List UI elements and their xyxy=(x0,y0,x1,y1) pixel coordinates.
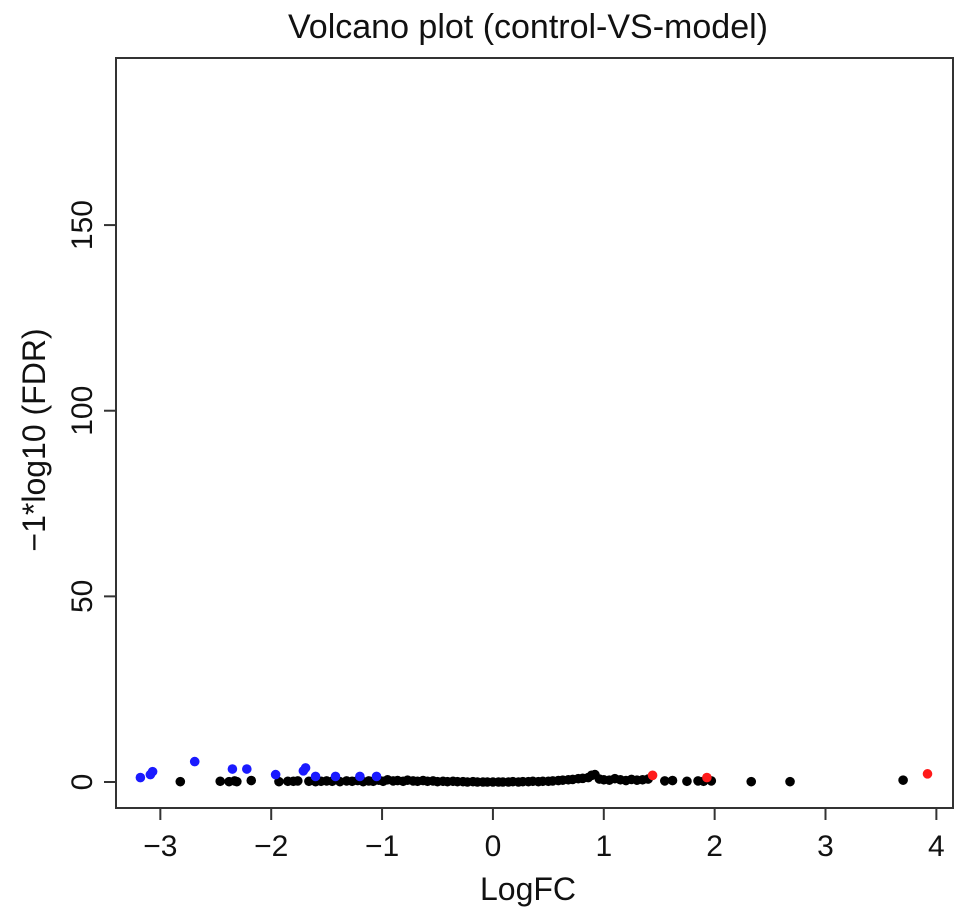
data-point-ns xyxy=(746,776,757,787)
plot-frame xyxy=(115,57,954,809)
y-axis: 0 50 100 150 xyxy=(66,200,116,790)
chart-title: Volcano plot (control-VS-model) xyxy=(288,8,768,46)
data-point-ns xyxy=(785,776,795,787)
data-point-down xyxy=(147,766,158,777)
data-point-up xyxy=(922,769,933,779)
data-point-up xyxy=(702,772,712,783)
data-point-down xyxy=(330,771,341,782)
x-tick-label: 2 xyxy=(706,830,723,863)
data-point-down xyxy=(189,756,200,767)
data-point-down xyxy=(300,763,311,773)
data-point-down xyxy=(242,764,252,774)
x-tick-label: 1 xyxy=(595,830,612,863)
data-point-down xyxy=(355,771,365,782)
y-tick-label: 0 xyxy=(66,774,99,791)
x-axis-label: LogFC xyxy=(480,871,576,907)
x-tick-label: −1 xyxy=(365,830,399,863)
data-point-ns xyxy=(659,776,670,786)
y-tick-label: 100 xyxy=(66,386,99,436)
data-point-ns xyxy=(898,775,908,785)
x-tick-label: 3 xyxy=(817,830,834,863)
y-tick-label: 150 xyxy=(66,200,99,250)
data-point-down xyxy=(310,771,321,782)
data-point-down xyxy=(135,772,146,783)
data-point-down xyxy=(270,769,281,780)
x-tick-label: −2 xyxy=(254,830,288,863)
x-tick-label: 4 xyxy=(928,830,945,863)
data-point-ns xyxy=(293,776,303,786)
data-point-ns xyxy=(682,776,692,787)
data-point-down xyxy=(227,764,238,774)
y-tick-label: 50 xyxy=(66,580,99,613)
x-tick-label: 0 xyxy=(485,830,502,863)
x-tick-label: −3 xyxy=(143,830,177,863)
x-axis: −3 −2 −1 0 1 2 3 4 xyxy=(143,808,945,863)
data-point-ns xyxy=(215,776,226,787)
data-point-ns xyxy=(667,775,678,786)
data-point-ns xyxy=(232,776,242,787)
data-points xyxy=(135,756,933,787)
data-point-ns xyxy=(175,776,186,787)
data-point-ns xyxy=(246,775,257,786)
y-axis-label: −1*log10 (FDR) xyxy=(16,328,52,551)
data-point-down xyxy=(371,771,382,782)
data-point-up xyxy=(647,770,658,781)
